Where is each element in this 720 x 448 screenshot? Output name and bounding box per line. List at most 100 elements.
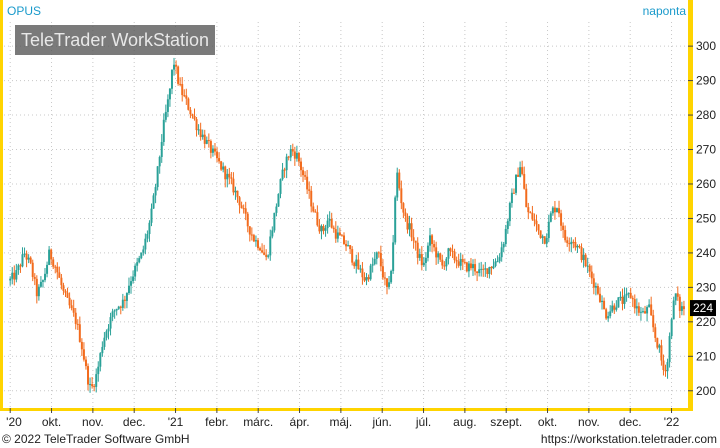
candle-body	[269, 236, 272, 256]
candle-body	[273, 212, 276, 231]
candle-body	[424, 257, 427, 263]
candle-body	[91, 384, 94, 387]
candle-body	[193, 115, 196, 120]
candle-body	[33, 276, 36, 279]
candle-body	[527, 207, 530, 213]
candle-body	[490, 267, 493, 269]
candle-body	[449, 248, 452, 251]
grid-lines	[4, 22, 686, 408]
candle-body	[84, 359, 87, 367]
candle-body	[416, 242, 419, 258]
interval-label[interactable]: naponta	[643, 4, 687, 18]
candle-body	[127, 285, 130, 294]
candle-body	[248, 226, 251, 235]
y-tick-label: 200	[696, 384, 716, 398]
candle-body	[232, 178, 235, 193]
candle-body	[359, 268, 362, 270]
candle-body	[349, 245, 352, 250]
x-tick-label: okt.	[538, 415, 557, 429]
candle-body	[299, 161, 302, 171]
candle-body	[598, 293, 601, 302]
candle-body	[287, 156, 290, 158]
candle-body	[443, 265, 446, 267]
candle-body	[320, 226, 323, 232]
candle-body	[662, 360, 665, 371]
candle-body	[113, 310, 116, 312]
candle-body	[259, 248, 262, 251]
candle-body	[652, 315, 655, 328]
candle-body	[189, 109, 192, 115]
candle-body	[261, 250, 264, 253]
candle-body	[87, 366, 90, 385]
y-tick-label: 230	[696, 280, 716, 294]
y-tick-label: 260	[696, 177, 716, 191]
candle-body	[439, 253, 442, 260]
candle-body	[453, 251, 456, 261]
candle-body	[95, 374, 98, 387]
footer-bar	[0, 430, 720, 448]
candle-body	[570, 241, 573, 245]
candle-body	[564, 230, 567, 241]
candle-body	[195, 119, 198, 131]
candle-body	[140, 252, 143, 259]
candle-body	[656, 337, 659, 348]
candle-body	[105, 331, 108, 338]
candle-body	[332, 227, 335, 230]
x-tick-label: júl.	[415, 415, 431, 429]
candle-body	[328, 218, 331, 221]
candle-body	[654, 327, 657, 338]
candle-body	[246, 213, 249, 227]
candle-body	[607, 316, 610, 319]
candle-body	[238, 197, 241, 206]
candle-body	[250, 234, 253, 236]
candle-body	[324, 228, 327, 231]
candle-body	[629, 292, 632, 298]
candle-body	[603, 300, 606, 310]
x-tick-label: '21	[168, 415, 184, 429]
candle-body	[355, 259, 358, 267]
symbol-title[interactable]: OPUS	[7, 4, 41, 18]
candle-body	[285, 156, 288, 171]
candle-body	[531, 212, 534, 220]
left-edge-bar	[0, 0, 3, 410]
candle-body	[199, 129, 202, 138]
candle-body	[46, 264, 49, 274]
x-tick-label: ápr.	[290, 415, 310, 429]
candle-body	[414, 240, 417, 243]
candle-body	[220, 161, 223, 170]
candle-body	[144, 238, 147, 250]
candle-body	[650, 304, 653, 316]
candle-body	[519, 167, 522, 177]
x-tick-label: '20	[6, 415, 22, 429]
candle-body	[515, 174, 518, 193]
candle-body	[318, 225, 321, 232]
candle-body	[23, 253, 26, 255]
y-tick-label: 300	[696, 39, 716, 53]
candle-body	[211, 148, 214, 153]
candle-body	[54, 266, 57, 268]
candle-body	[39, 281, 42, 287]
x-tick-label: dec.	[619, 415, 642, 429]
candle-body	[381, 266, 384, 278]
candle-body	[29, 257, 32, 263]
candle-body	[111, 311, 114, 318]
candle-body	[410, 223, 413, 238]
candle-body	[611, 305, 614, 312]
source-url-link[interactable]: https://workstation.teletrader.com	[541, 432, 717, 446]
candle-body	[412, 237, 415, 241]
candle-body	[369, 265, 372, 280]
candle-body	[601, 300, 604, 302]
candle-body	[78, 324, 81, 342]
candle-body	[375, 252, 378, 259]
candle-body	[525, 188, 528, 208]
candle-body	[521, 167, 524, 174]
candle-body	[496, 261, 499, 263]
candle-body	[541, 236, 544, 238]
candle-body	[62, 285, 65, 291]
candle-body	[539, 230, 542, 238]
candlestick-series[interactable]	[9, 57, 685, 393]
x-tick-label: nov.	[82, 415, 104, 429]
candle-body	[447, 248, 450, 259]
x-tick-label: máj.	[330, 415, 353, 429]
